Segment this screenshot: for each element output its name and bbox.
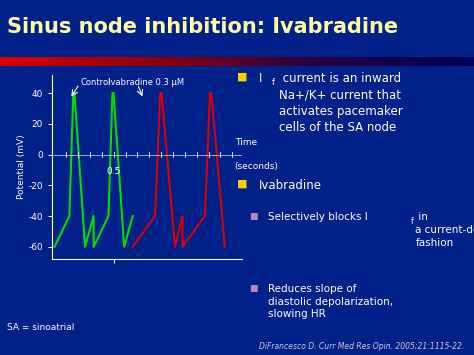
Text: ■: ■ [237, 72, 247, 82]
Text: ■: ■ [237, 179, 247, 189]
Y-axis label: Potential (mV): Potential (mV) [17, 135, 26, 199]
Text: Reduces slope of
diastolic depolarization,
slowing HR: Reduces slope of diastolic depolarizatio… [268, 284, 393, 319]
Text: SA = sinoatrial: SA = sinoatrial [7, 323, 74, 332]
Text: ■: ■ [249, 284, 257, 293]
Text: f: f [272, 78, 275, 87]
Text: ■: ■ [249, 212, 257, 221]
Text: Time: Time [235, 138, 257, 147]
Text: Control: Control [81, 78, 111, 87]
Text: Ivabradine: Ivabradine [259, 179, 321, 192]
Text: Sinus node inhibition: Ivabradine: Sinus node inhibition: Ivabradine [7, 17, 398, 37]
Text: I: I [259, 72, 262, 84]
Text: Selectively blocks I: Selectively blocks I [268, 212, 368, 222]
Text: in
a current-dependent
fashion: in a current-dependent fashion [415, 212, 474, 248]
Text: 0.5: 0.5 [107, 167, 121, 176]
Text: f: f [410, 217, 413, 226]
Text: current is an inward
Na+/K+ current that
activates pacemaker
cells of the SA nod: current is an inward Na+/K+ current that… [279, 72, 403, 134]
Text: Ivabradine 0.3 μM: Ivabradine 0.3 μM [108, 78, 184, 87]
Text: DiFrancesco D. Curr Med Res Opin. 2005;21:1115-22.: DiFrancesco D. Curr Med Res Opin. 2005;2… [259, 342, 465, 351]
Text: (seconds): (seconds) [235, 162, 279, 171]
